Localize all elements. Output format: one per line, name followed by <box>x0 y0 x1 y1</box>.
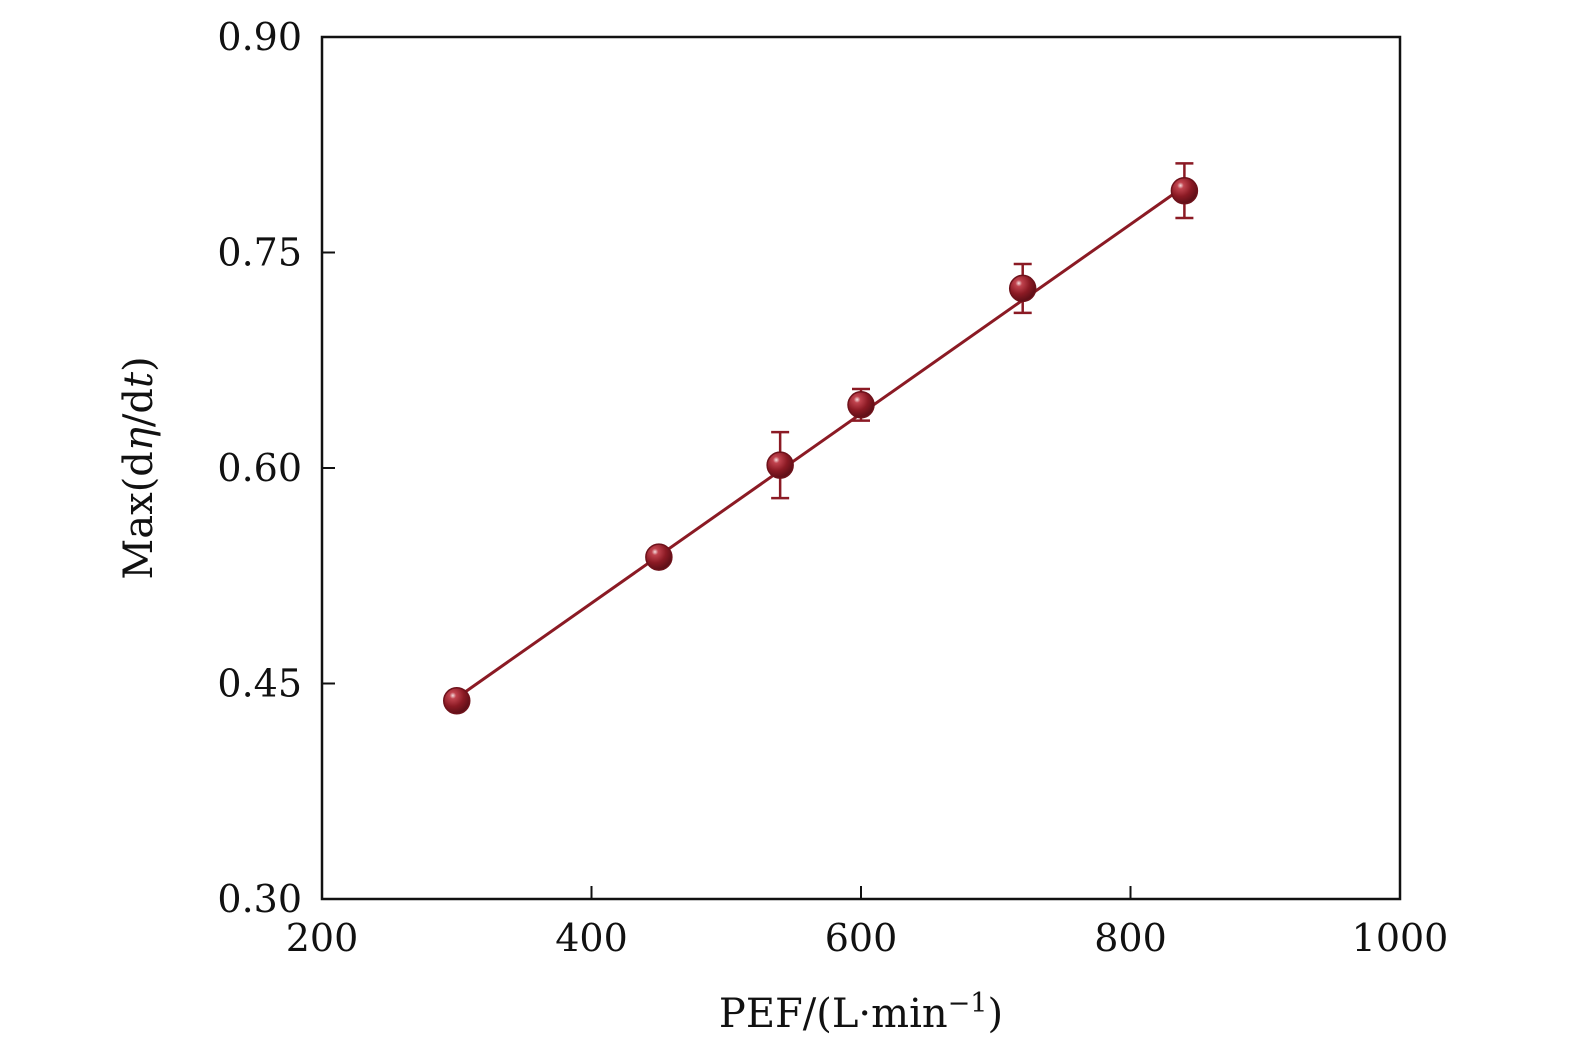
error-bars <box>771 162 1194 500</box>
data-point-0 <box>443 686 471 715</box>
x-tick-label-4: 1000 <box>1352 916 1449 960</box>
data-point-5 <box>1170 176 1199 205</box>
x-tick-label-0: 200 <box>286 916 359 960</box>
axis-tick-labels: 200 400 600 800 1000 0.30 0.45 0.60 0.75 0.90 <box>217 15 1448 960</box>
x-tick-label-3: 800 <box>1094 916 1167 960</box>
y-tick-label-2: 0.60 <box>217 446 302 490</box>
y-axis-label: Max(dη/dt) <box>116 356 162 579</box>
data-point-4 <box>1008 274 1037 303</box>
fit-line-group <box>455 185 1186 700</box>
y-tick-label-0: 0.30 <box>217 877 302 921</box>
data-points <box>443 176 1199 715</box>
axis-ticks <box>321 36 1401 900</box>
data-point-1 <box>645 543 673 571</box>
plot-frame <box>320 35 1402 901</box>
x-axis-label: PEF/(L·min−1) <box>719 988 1003 1037</box>
x-tick-label-2: 600 <box>825 916 898 960</box>
fit-line <box>455 185 1186 700</box>
data-point-2 <box>766 451 794 479</box>
y-tick-label-4: 0.90 <box>217 15 302 59</box>
x-tick-label-1: 400 <box>555 916 628 960</box>
y-tick-label-1: 0.45 <box>217 662 302 706</box>
data-point-3 <box>847 391 875 419</box>
y-tick-label-3: 0.75 <box>217 231 302 275</box>
